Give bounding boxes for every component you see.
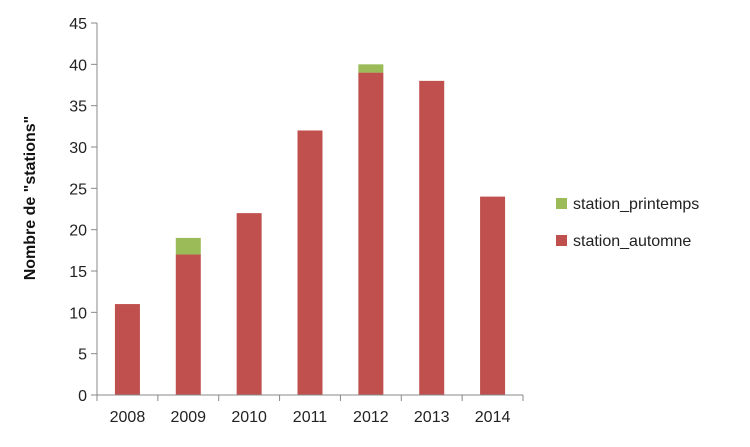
legend-label-station_automne: station_automne: [573, 233, 691, 250]
bar-station_automne-2010: [236, 213, 262, 395]
y-tick-label: 45: [69, 16, 87, 33]
x-tick-label: 2009: [170, 409, 206, 426]
bar-station_automne-2011: [297, 130, 323, 395]
legend: station_printemps station_automne: [556, 196, 699, 250]
bar-station_automne-2014: [480, 196, 506, 395]
x-tick-label: 2008: [110, 409, 146, 426]
x-tick-label: 2013: [414, 409, 450, 426]
x-tick-label: 2010: [231, 409, 267, 426]
y-tick-label: 15: [69, 264, 87, 281]
bars: [114, 64, 506, 395]
bar-station_automne-2013: [419, 80, 445, 395]
y-axis-title: Nombre de "stations": [22, 116, 39, 281]
x-tick-label: 2011: [293, 409, 328, 426]
y-tick-label: 35: [69, 99, 87, 116]
y-tick-label: 5: [78, 347, 87, 364]
bar-station_printemps-2009: [175, 237, 201, 255]
y-tick-label: 0: [78, 388, 87, 405]
bar-station_automne-2012: [358, 72, 384, 395]
bar-station_printemps-2012: [358, 64, 384, 73]
y-tick-label: 40: [69, 57, 87, 74]
bar-station_automne-2009: [175, 254, 201, 395]
y-tick-label: 10: [69, 305, 87, 322]
y-tick-label: 25: [69, 181, 87, 198]
legend-label-station_printemps: station_printemps: [573, 196, 699, 213]
x-tick-label: 2014: [475, 409, 511, 426]
x-axis-ticks: 2008 2009 2010 2011 2012 2013 2014: [96, 395, 524, 426]
x-tick-label: 2012: [353, 409, 389, 426]
bar-station_automne-2008: [114, 304, 140, 395]
y-tick-label: 30: [69, 140, 87, 157]
legend-swatch-station_printemps: [556, 198, 567, 209]
legend-swatch-station_automne: [556, 235, 567, 246]
y-tick-label: 20: [69, 223, 87, 240]
y-axis-ticks: 0 5 10 15 20 25 30 35 40 45: [69, 16, 97, 405]
